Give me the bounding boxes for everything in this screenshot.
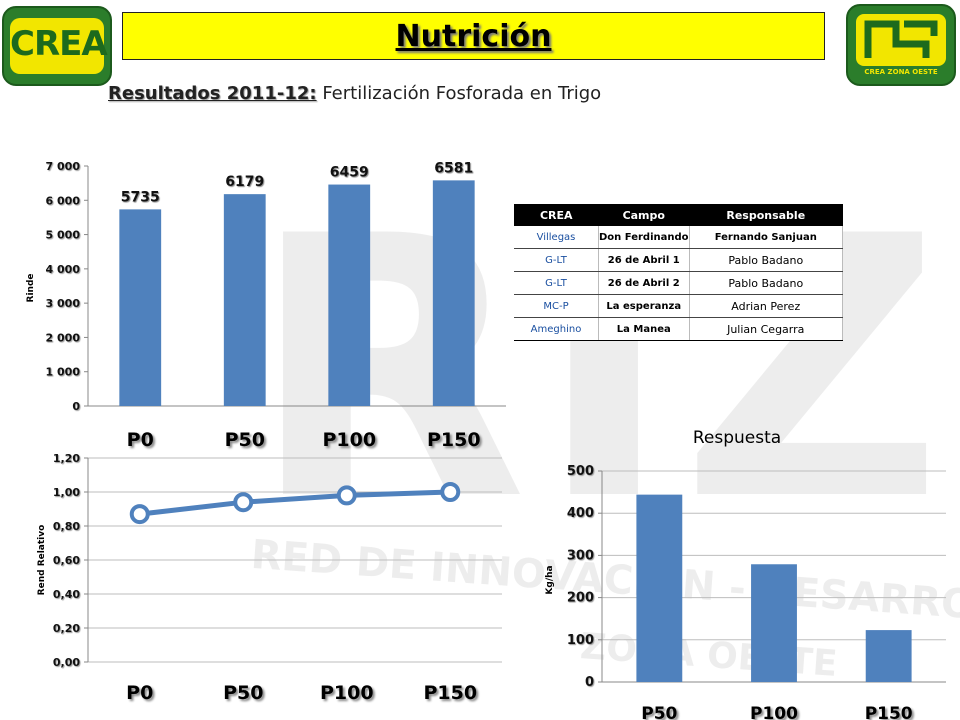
table-header-campo: Campo (598, 204, 690, 226)
y-tick-label: 0,80 (53, 520, 80, 533)
table-cell-crea: Villegas (514, 226, 599, 249)
crea-logo: CREA (2, 6, 112, 86)
category-label: P50 (225, 429, 265, 451)
y-tick-label: 0,20 (53, 622, 80, 635)
bar (119, 209, 162, 406)
rinde-ylabel: Rinde (26, 274, 36, 303)
y-tick-label: 500 (567, 464, 594, 479)
table-cell-campo: Don Ferdinando (598, 226, 690, 249)
crea-logo-text: CREA (10, 24, 108, 64)
subtitle: Resultados 2011-12: Fertilización Fosfor… (108, 83, 601, 104)
data-point (129, 504, 150, 525)
y-tick-label: 1 000 (46, 366, 81, 379)
data-point (233, 492, 254, 513)
y-tick-label: 6 000 (46, 194, 81, 207)
y-tick-label: 1,00 (53, 486, 80, 499)
subtitle-lead: Resultados 2011-12: (108, 83, 317, 104)
table-cell-crea: Ameghino (514, 317, 599, 341)
crea-zona-oeste-logo: CREA ZONA OESTE (846, 4, 956, 86)
data-point (336, 485, 357, 506)
respuesta-bar-chart: Respuesta Kg/ha 0 100 200 300 400 500 P50 P100 P… (545, 428, 946, 720)
y-tick-label: 0,60 (53, 554, 80, 567)
zona-oeste-emblem-icon (864, 20, 938, 58)
bar (223, 194, 266, 406)
bar (636, 494, 683, 682)
table-cell-responsable: Pablo Badano (689, 248, 844, 272)
y-tick-label: 400 (567, 506, 594, 521)
resp-title: Respuesta (693, 428, 781, 448)
table-row: MC-P La esperanza Adrian Perez (514, 294, 844, 318)
crea-zona-oeste-text: CREA ZONA OESTE (864, 68, 938, 76)
category-label: P100 (322, 429, 376, 451)
table-cell-responsable: Julian Cegarra (689, 317, 844, 341)
category-label: P150 (865, 704, 913, 720)
table-cell-responsable: Pablo Badano (689, 271, 844, 295)
category-label: P50 (223, 682, 263, 704)
table-row: Ameghino La Manea Julian Cegarra (514, 317, 844, 341)
table-cell-responsable: Fernando Sanjuan (689, 226, 844, 249)
y-tick-label: 0 (72, 400, 80, 413)
table-cell-campo: La esperanza (598, 294, 690, 318)
category-label: P100 (750, 704, 798, 720)
resp-ylabel: Kg/ha (545, 565, 555, 594)
table-cell-crea: MC-P (514, 294, 599, 318)
table-cell-campo: La Manea (598, 317, 690, 341)
bar (432, 180, 475, 406)
y-tick-label: 4 000 (46, 263, 81, 276)
table-row: G-LT 26 de Abril 1 Pablo Badano (514, 248, 844, 272)
bar (865, 630, 912, 682)
y-tick-label: 7 000 (46, 160, 81, 173)
page-title: Nutrición (395, 18, 552, 54)
title-banner: Nutrición (122, 12, 825, 60)
y-tick-label: 1,20 (53, 452, 80, 465)
subtitle-rest: Fertilización Fosforada en Trigo (322, 83, 602, 104)
table-cell-crea: G-LT (514, 248, 599, 272)
crea-table: CREA Campo Responsable Villegas Don Ferd… (514, 204, 844, 341)
y-tick-label: 300 (567, 548, 594, 563)
table-row: Villegas Don Ferdinando Fernando Sanjuan (514, 226, 844, 249)
y-tick-label: 5 000 (46, 229, 81, 242)
rinde-bar-chart: Rinde 0 1 000 2 000 3 000 4 000 5 000 6 000 7 0… (26, 160, 506, 451)
rel-ylabel: Rend Relativo (37, 525, 47, 596)
category-label: P0 (127, 429, 154, 451)
bar (751, 564, 797, 682)
category-label: P150 (423, 682, 477, 704)
series-line (139, 489, 451, 517)
category-label: P50 (641, 704, 677, 720)
y-tick-label: 0 (585, 675, 594, 690)
y-tick-label: 0,00 (53, 656, 80, 669)
table-header-crea: CREA (514, 204, 599, 226)
table-cell-campo: 26 de Abril 2 (598, 271, 690, 295)
table-cell-crea: G-LT (514, 271, 599, 295)
y-tick-label: 200 (567, 591, 594, 606)
table-cell-campo: 26 de Abril 1 (598, 248, 690, 272)
category-label: P0 (126, 682, 153, 704)
table-cell-responsable: Adrian Perez (689, 294, 844, 318)
data-label: 6459 (330, 165, 369, 181)
table-header-responsable: Responsable (689, 204, 843, 226)
data-label: 6581 (434, 160, 473, 176)
data-label: 5735 (121, 189, 160, 205)
category-label: P100 (320, 682, 374, 704)
data-label: 6179 (225, 174, 264, 190)
y-tick-label: 2 000 (46, 331, 81, 344)
rend-relativo-line-chart: Rend Relativo 0,00 0,20 0,40 0,60 0,80 1,00 1,… (37, 452, 502, 704)
table-header-row: CREA Campo Responsable (514, 204, 843, 226)
y-tick-label: 3 000 (46, 297, 81, 310)
table-row: G-LT 26 de Abril 2 Pablo Badano (514, 271, 844, 295)
data-point (440, 482, 461, 502)
y-tick-label: 100 (567, 633, 594, 648)
bar (328, 184, 371, 406)
y-tick-label: 0,40 (53, 588, 80, 601)
category-label: P150 (427, 429, 481, 451)
